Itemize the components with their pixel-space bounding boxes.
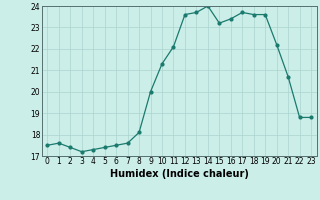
X-axis label: Humidex (Indice chaleur): Humidex (Indice chaleur)	[110, 169, 249, 179]
